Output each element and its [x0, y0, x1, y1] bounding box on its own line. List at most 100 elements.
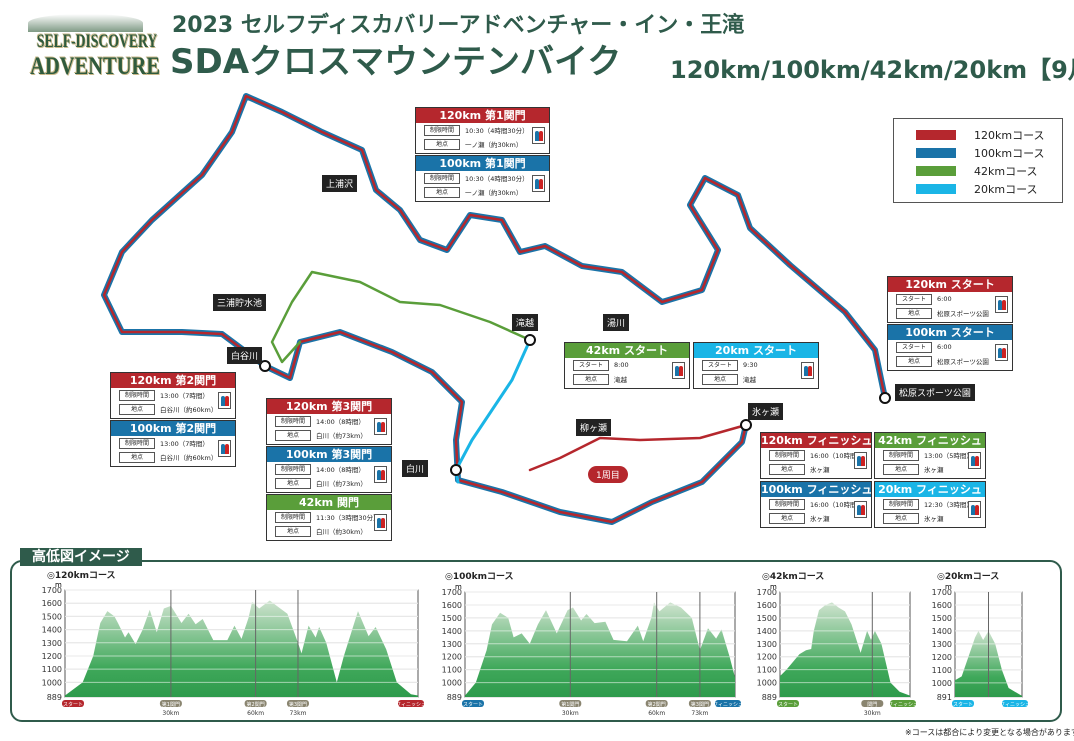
info-row: 制限時間 14:00（8時間）: [275, 414, 391, 428]
info-row: 地点 氷ヶ瀬: [883, 462, 985, 476]
finish-label: フィニッシュ: [1000, 702, 1030, 708]
info-row-value: 松原スポーツ公園: [937, 358, 989, 366]
y-unit: m: [770, 583, 777, 591]
info-row: 制限時間 16:00（10時間）: [769, 497, 871, 511]
info-box-title: 120km 第1関門: [416, 108, 549, 123]
restroom-icon: [801, 362, 814, 379]
info-box-title: 120km フィニッシュ: [761, 433, 873, 448]
info-row-value: 16:00（10時間）: [810, 452, 864, 460]
checkpoint-km: 30km: [864, 710, 881, 717]
info-row-label: 制限時間: [883, 449, 919, 461]
chart-title: ◎42kmコース: [762, 572, 825, 582]
info-box: 100km 第1関門 制限時間 10:30（4時間30分） 地点 一ノ瀬（約30km）: [415, 155, 550, 202]
info-row-value: 6:00: [937, 295, 952, 303]
checkpoint-badge: [244, 700, 267, 707]
elevation-chart: m 889 1000 1100 1200 1300 1400 1500 1600 1700 第1関門…: [42, 581, 426, 717]
info-row: 制限時間 10:30（4時間30分）: [424, 123, 549, 137]
info-box: 100km フィニッシュ 制限時間 16:00（10時間） 地点 氷ヶ瀬: [760, 481, 872, 528]
race-title: SDAクロスマウンテンバイク: [170, 42, 622, 82]
info-row-label: 地点: [275, 477, 311, 489]
info-row-value: 一ノ瀬（約30km）: [465, 141, 523, 149]
info-box-title: 42km フィニッシュ: [875, 433, 985, 448]
info-row-label: 地点: [424, 186, 460, 198]
y-tick-label: 1300: [442, 640, 462, 649]
info-row-value: 14:00（8時間）: [316, 466, 365, 474]
info-box-title: 120km スタート: [888, 277, 1012, 292]
info-row: 地点 松原スポーツ公園: [896, 354, 1012, 368]
info-box: 100km 第2関門 制限時間 13:00（7時間） 地点 白谷川（約60km）: [110, 420, 236, 467]
info-row-value: 8:00: [614, 361, 629, 369]
restroom-icon: [854, 452, 867, 469]
legend-item: 20kmコース: [916, 180, 1062, 198]
info-box: 120km スタート スタート 6:00 地点 松原スポーツ公園: [887, 276, 1013, 323]
y-tick-label: 1000: [932, 679, 952, 688]
restroom-icon: [218, 440, 231, 457]
info-row-label: 制限時間: [275, 511, 311, 523]
finish-badge: [1002, 700, 1028, 707]
checkpoint-marker: [740, 419, 752, 431]
info-row-value: 13:00（5時間）: [924, 452, 973, 460]
info-row-value: 13:00（7時間）: [160, 440, 209, 448]
elevation-area: [780, 602, 910, 697]
info-row-label: 制限時間: [275, 415, 311, 427]
elevation-section-title: 高低図イメージ: [20, 548, 142, 566]
info-row-label: 地点: [573, 373, 609, 385]
restroom-icon: [968, 501, 981, 518]
info-row-label: 地点: [883, 512, 919, 524]
info-row: 制限時間 12:30（3時間）: [883, 497, 985, 511]
route-120km: [102, 94, 887, 524]
footnote: ※コースは都合により変更となる場合があります。: [905, 728, 1074, 737]
checkpoint-km: 73km: [691, 710, 708, 717]
elevation-chart: m 889 1000 1100 1200 1300 1400 1500 1600 1700 関門 30…: [757, 583, 918, 717]
finish-label: フィニッシュ: [888, 702, 918, 708]
restroom-icon: [968, 452, 981, 469]
info-box-title: 20km スタート: [694, 343, 818, 358]
info-row-value: 氷ヶ瀬: [924, 466, 944, 474]
route-20km: [454, 338, 532, 484]
checkpoint-badge: [645, 700, 668, 707]
info-box: 20km スタート スタート 9:30 地点 滝越: [693, 342, 819, 389]
finish-badge: [398, 700, 424, 707]
y-tick-label: 1000: [442, 679, 462, 688]
info-box-title: 120km 第2関門: [111, 373, 235, 388]
info-row-value: 11:30（3時間30分）: [316, 514, 380, 522]
checkpoint-marker: [259, 360, 271, 372]
info-row: 地点 一ノ瀬（約30km）: [424, 137, 549, 151]
y-tick-label: 1500: [932, 614, 952, 623]
start-label: スタート: [778, 701, 798, 708]
info-box: 42km 関門 制限時間 11:30（3時間30分） 地点 白川（約30km）: [266, 494, 392, 541]
y-tick-label: 1700: [932, 588, 952, 597]
checkpoint-km: 30km: [562, 710, 579, 717]
checkpoint-km: 60km: [247, 710, 264, 717]
info-row: 地点 白谷川（約60km）: [119, 402, 235, 416]
y-tick-label: 891: [937, 693, 952, 702]
checkpoint-label: 第1関門: [162, 701, 180, 708]
legend: 120kmコース 100kmコース 42kmコース 20kmコース: [893, 118, 1063, 203]
checkpoint-km: 60km: [648, 710, 665, 717]
y-unit: m: [455, 583, 462, 591]
info-row-label: スタート: [573, 359, 609, 371]
info-row: 地点 白川（約73km）: [275, 428, 391, 442]
y-tick-label: 1300: [757, 640, 777, 649]
y-tick-label: 1200: [42, 652, 62, 661]
y-tick-label: 1300: [932, 640, 952, 649]
place-label: 滝越: [512, 314, 539, 331]
info-row-label: 制限時間: [119, 437, 155, 449]
y-tick-label: 1100: [932, 666, 952, 675]
info-row-value: 氷ヶ瀬: [924, 515, 944, 523]
info-row-label: 地点: [424, 138, 460, 150]
y-tick-label: 1000: [42, 678, 62, 687]
checkpoint-marker: [524, 334, 536, 346]
info-row: 制限時間 14:00（8時間）: [275, 462, 391, 476]
y-tick-label: 1700: [442, 588, 462, 597]
y-unit: m: [945, 583, 952, 591]
info-box-title: 100km 第2関門: [111, 421, 235, 436]
info-box-title: 120km 第3関門: [267, 399, 391, 414]
y-tick-label: 1600: [42, 599, 62, 608]
lap-label: 1周目: [588, 466, 628, 483]
y-tick-label: 1500: [42, 612, 62, 621]
info-row-value: 氷ヶ瀬: [810, 515, 830, 523]
checkpoint-km: 30km: [162, 710, 179, 717]
info-row: 地点 氷ヶ瀬: [883, 511, 985, 525]
info-row: 地点 氷ヶ瀬: [769, 462, 871, 476]
